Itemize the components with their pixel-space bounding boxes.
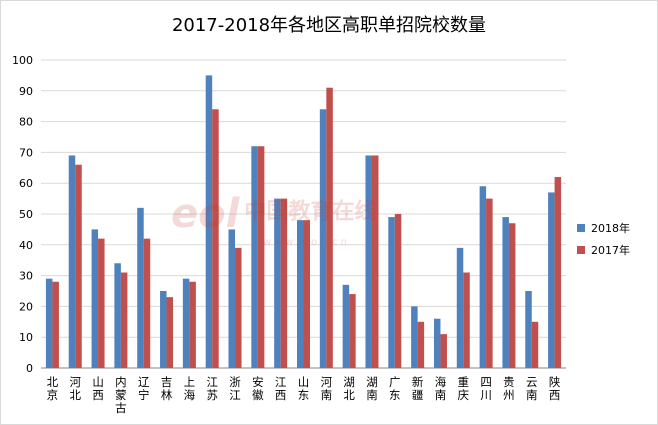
bar-2018-6 [182, 278, 190, 368]
bar-2018-13 [342, 284, 350, 368]
bar-2017-0 [52, 281, 59, 368]
bar-2018-18 [456, 247, 464, 368]
bar-2017-21 [531, 321, 539, 368]
y-tick-label: 40 [19, 239, 33, 252]
bar-2018-19 [479, 186, 487, 368]
bar-2018-3 [114, 263, 121, 368]
y-tick-label: 20 [19, 300, 33, 313]
x-tick-label: 辽宁 [138, 375, 150, 402]
x-tick-label: 湖北 [343, 375, 355, 402]
bar-2017-16 [417, 321, 425, 368]
x-tick-label: 内蒙古 [115, 375, 127, 415]
legend-item-2017: 2017年 [577, 239, 630, 261]
y-tick-label: 100 [12, 54, 33, 67]
bar-2018-10 [274, 198, 281, 368]
y-tick-label: 80 [19, 116, 33, 129]
bar-2017-20 [508, 223, 516, 368]
x-tick-label: 陕西 [549, 375, 561, 402]
x-tick-label: 安徽 [252, 375, 264, 402]
bar-2018-9 [251, 146, 258, 368]
x-tick-label: 上海 [184, 375, 196, 402]
y-tick-label: 30 [19, 270, 33, 283]
bar-2018-5 [160, 291, 167, 368]
bar-2017-13 [349, 294, 356, 368]
y-tick-label: 70 [19, 146, 33, 159]
bar-2017-6 [189, 281, 196, 368]
x-tick-label: 贵州 [503, 375, 515, 402]
chart-title: 2017-2018年各地区高职单招院校数量 [171, 15, 487, 36]
x-tick-label: 河南 [321, 375, 333, 402]
bar-2017-15 [394, 214, 402, 368]
x-tick-label: 海南 [435, 375, 447, 402]
x-tick-label: 新疆 [412, 375, 424, 402]
x-tick-label: 江苏 [206, 375, 218, 402]
legend-label-2017: 2017年 [591, 244, 630, 257]
x-tick-label: 山西 [92, 375, 104, 402]
bar-2017-14 [371, 155, 379, 368]
bar-2017-4 [143, 238, 151, 368]
bar-2017-2 [98, 238, 105, 368]
bar-2017-18 [463, 272, 470, 368]
bar-2018-22 [548, 192, 555, 368]
x-tick-label: 河北 [69, 375, 81, 402]
bar-2018-0 [45, 278, 53, 368]
x-tick-label: 江西 [275, 375, 287, 402]
bar-2018-15 [388, 217, 395, 368]
bar-2018-1 [68, 155, 76, 368]
x-tick-label: 广东 [389, 375, 401, 402]
bar-2017-19 [486, 198, 493, 368]
bar-2017-5 [166, 297, 174, 368]
bar-2018-2 [91, 229, 99, 368]
bar-2018-4 [137, 207, 144, 368]
bar-2017-7 [212, 109, 219, 368]
x-tick-label: 吉林 [161, 375, 173, 402]
bar-2018-16 [411, 306, 418, 368]
legend-swatch-2017 [577, 246, 585, 254]
legend-label-2018: 2018年 [591, 222, 630, 235]
y-tick-label: 60 [19, 177, 33, 190]
bar-2017-9 [257, 146, 265, 368]
bar-2018-11 [297, 220, 304, 368]
bar-2017-3 [120, 272, 128, 368]
y-tick-label: 10 [19, 331, 33, 344]
bar-2018-20 [502, 217, 509, 368]
bar-2018-8 [228, 229, 236, 368]
bar-2017-11 [303, 220, 310, 368]
bar-2018-17 [433, 318, 441, 368]
x-tick-label: 湖南 [366, 375, 378, 402]
bar-2017-17 [440, 334, 447, 368]
bar-2018-14 [365, 155, 372, 368]
bar-2017-12 [326, 87, 333, 368]
bar-2018-7 [205, 75, 213, 369]
bar-2018-12 [319, 109, 327, 368]
x-tick-label: 山东 [298, 375, 310, 402]
x-tick-label: 北京 [47, 375, 59, 402]
legend-item-2018: 2018年 [577, 217, 630, 239]
bar-2017-10 [280, 198, 288, 368]
bar-2017-1 [75, 164, 82, 368]
bar-2017-22 [554, 177, 562, 368]
x-tick-label: 四川 [480, 375, 492, 402]
legend: 2018年 2017年 [577, 217, 630, 261]
y-tick-label: 90 [19, 85, 33, 98]
legend-swatch-2018 [577, 224, 585, 232]
x-tick-label: 浙江 [229, 375, 241, 402]
bar-2018-21 [525, 291, 532, 368]
x-tick-label: 重庆 [458, 375, 470, 402]
x-tick-label: 云南 [526, 375, 538, 402]
y-tick-label: 0 [26, 362, 33, 375]
bar-2017-8 [235, 247, 242, 368]
y-tick-label: 50 [19, 208, 33, 221]
